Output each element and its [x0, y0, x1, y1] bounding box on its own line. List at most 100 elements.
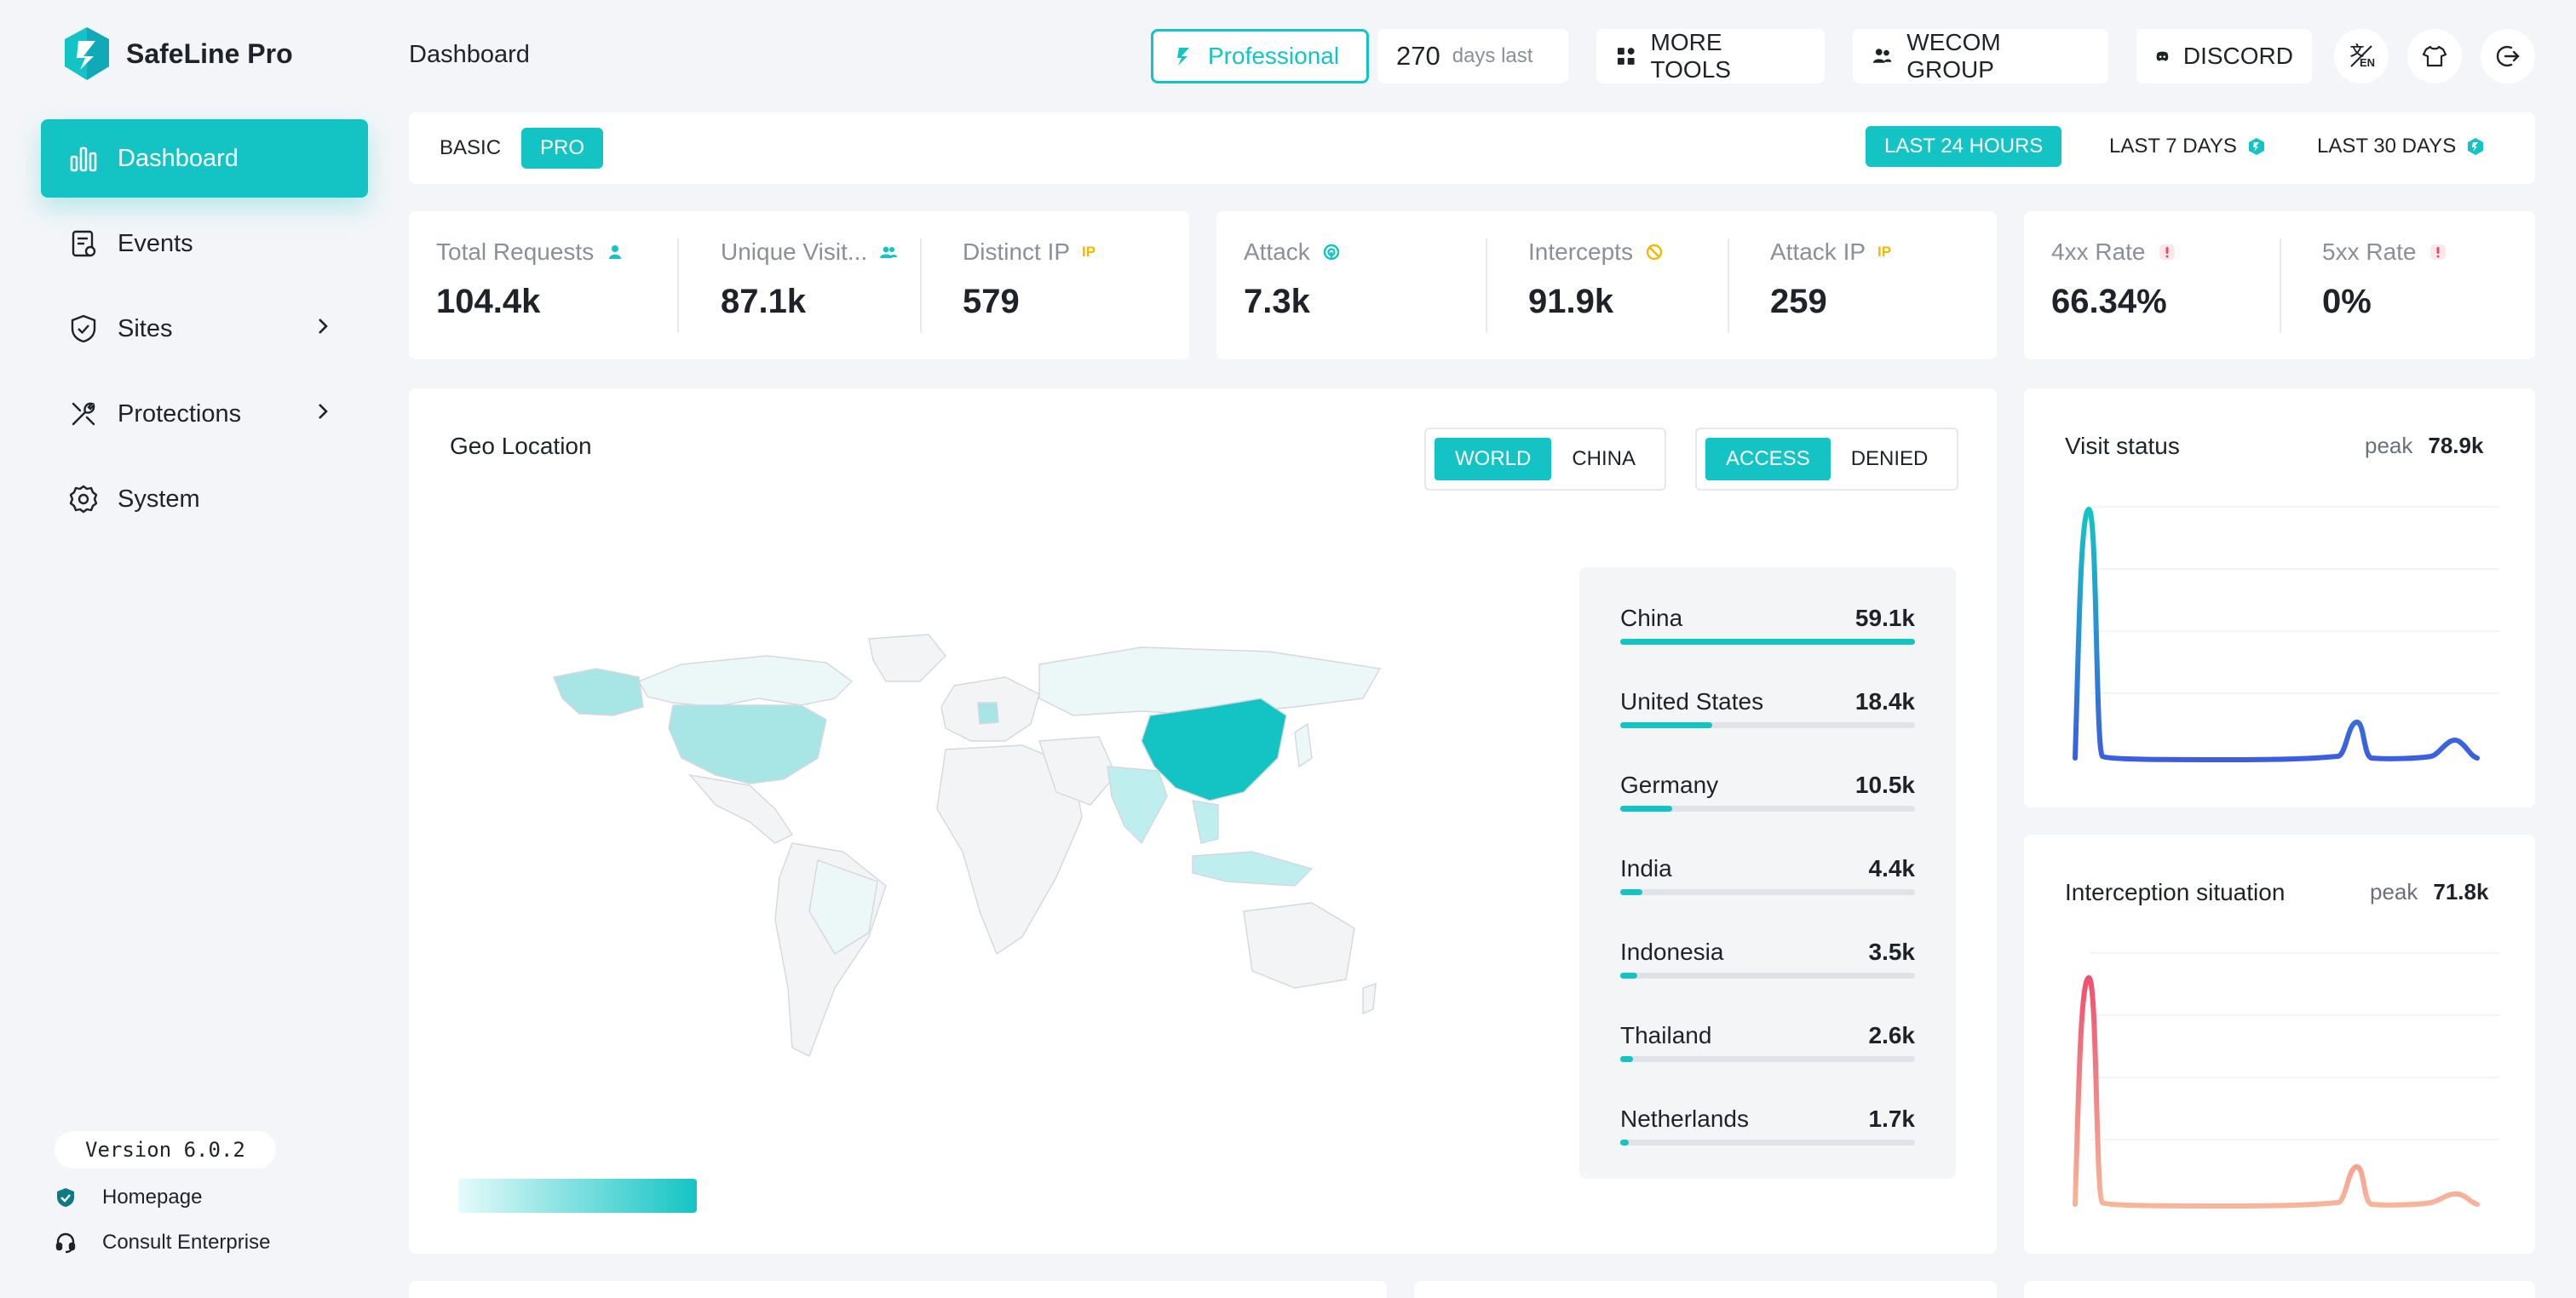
homepage-link[interactable]: Homepage: [55, 1186, 202, 1209]
mode-pro-button[interactable]: PRO: [521, 128, 604, 169]
sidebar: SafeLine Pro Dashboard Events: [0, 0, 392, 1298]
map-thailand: [1192, 800, 1219, 844]
world-map[interactable]: [545, 630, 1389, 1073]
bottom-card-left: [409, 1281, 1387, 1298]
sidebar-item-label: Protections: [118, 399, 242, 428]
app-logo[interactable]: SafeLine Pro: [61, 26, 293, 82]
ranking-country: Netherlands: [1620, 1106, 1749, 1132]
ranking-bar-track: [1620, 1140, 1915, 1146]
map-alaska: [553, 668, 644, 716]
map-greenland: [868, 634, 946, 682]
mode-basic-button[interactable]: BASIC: [440, 136, 502, 159]
bolt-icon: [1177, 48, 1189, 66]
attack-stats-card: [1216, 211, 1997, 359]
logout-icon: [2496, 45, 2520, 67]
bottom-card-right: [2024, 1281, 2535, 1298]
range-24h-button[interactable]: LAST 24 HOURS: [1866, 126, 2062, 167]
stat-value: 7.3k: [1244, 283, 1310, 320]
interception-peak: peak 71.8k: [2370, 879, 2488, 905]
stat-unique-visitors[interactable]: Unique Visit... 87.1k: [721, 238, 898, 321]
map-russia: [1038, 646, 1382, 716]
visit-status-title: Visit status: [2065, 433, 2180, 459]
stat-label: Intercepts: [1528, 238, 1633, 265]
divider: [1728, 238, 1729, 332]
bottom-card-middle: [1414, 1281, 1997, 1298]
users-icon: [1872, 49, 1892, 63]
shield-icon: [68, 313, 99, 344]
visit-status-chart[interactable]: [2065, 485, 2499, 775]
logout-button[interactable]: [2481, 29, 2535, 83]
alert-icon: [2429, 244, 2446, 260]
ip-tag-icon: IP: [1082, 244, 1096, 260]
interception-card: [2024, 835, 2535, 1254]
sidebar-item-label: Sites: [118, 314, 173, 342]
stat-value: 259: [1770, 283, 1827, 320]
stat-label: 5xx Rate: [2322, 238, 2417, 265]
sidebar-item-label: System: [118, 485, 200, 513]
scope-world-button[interactable]: WORLD: [1435, 438, 1552, 480]
sidebar-item-events[interactable]: Events: [41, 204, 368, 283]
sidebar-item-sites[interactable]: Sites: [41, 290, 368, 368]
stat-4xx-rate[interactable]: 4xx Rate 66.34%: [2051, 238, 2176, 321]
type-access-button[interactable]: ACCESS: [1705, 438, 1831, 480]
stat-label: Attack IP: [1770, 238, 1866, 265]
ranking-bar-fill: [1620, 639, 1915, 645]
map-japan: [1294, 722, 1313, 768]
stat-value: 579: [963, 283, 1020, 320]
license-badge[interactable]: Professional: [1151, 29, 1369, 83]
days-remaining: 270 days last: [1377, 29, 1568, 83]
sidebar-item-dashboard[interactable]: Dashboard: [41, 119, 368, 198]
map-australia: [1243, 902, 1355, 989]
page-title: Dashboard: [409, 41, 530, 68]
language-button[interactable]: 文 EN: [2334, 29, 2389, 83]
stat-attack-ip[interactable]: Attack IP IP 259: [1770, 238, 1891, 321]
stat-distinct-ip[interactable]: Distinct IP IP 579: [963, 238, 1095, 321]
ranking-bar-track: [1620, 639, 1915, 645]
user-icon: [609, 245, 622, 259]
peak-value: 78.9k: [2428, 433, 2484, 458]
map-middle-east: [1038, 736, 1117, 806]
consult-enterprise-link[interactable]: Consult Enterprise: [55, 1231, 270, 1255]
ip-tag-icon: IP: [1877, 244, 1892, 260]
pro-badge-icon: [2248, 138, 2264, 155]
stat-value: 104.4k: [436, 283, 541, 320]
sidebar-item-label: Dashboard: [118, 144, 239, 172]
theme-button[interactable]: [2407, 29, 2462, 83]
app-name: SafeLine Pro: [126, 37, 293, 69]
version-badge: Version 6.0.2: [55, 1131, 276, 1169]
homepage-label: Homepage: [102, 1186, 203, 1209]
ranking-value: 2.6k: [1868, 1022, 1916, 1048]
stat-attack[interactable]: Attack 7.3k: [1244, 238, 1341, 321]
discord-icon: [2156, 51, 2169, 61]
map-india: [1107, 766, 1168, 845]
range-7d-button[interactable]: LAST 7 DAYS: [2090, 126, 2285, 167]
ranking-country: Germany: [1620, 772, 1719, 798]
consult-enterprise-label: Consult Enterprise: [102, 1231, 271, 1254]
discord-button[interactable]: DISCORD: [2136, 29, 2312, 83]
stat-5xx-rate[interactable]: 5xx Rate 0%: [2322, 238, 2447, 321]
more-tools-button[interactable]: MORE TOOLS: [1596, 29, 1825, 83]
interception-chart[interactable]: [2065, 932, 2499, 1221]
stat-total-requests[interactable]: Total Requests 104.4k: [436, 238, 624, 321]
sidebar-item-protections[interactable]: Protections: [41, 375, 368, 453]
chevron-right-icon: [319, 404, 328, 419]
divider: [1486, 238, 1487, 332]
range-30d-button[interactable]: LAST 30 DAYS: [2298, 126, 2504, 167]
sidebar-item-system[interactable]: System: [41, 460, 368, 538]
stat-intercepts[interactable]: Intercepts 91.9k: [1528, 238, 1664, 321]
wecom-group-button[interactable]: WECOM GROUP: [1853, 29, 2108, 83]
ranking-country: Thailand: [1620, 1022, 1712, 1048]
ranking-value: 59.1k: [1854, 605, 1915, 631]
ranking-bar-track: [1620, 973, 1915, 979]
license-label: Professional: [1208, 43, 1340, 69]
svg-text:文: 文: [2350, 43, 2365, 59]
divider: [677, 238, 679, 332]
scope-china-button[interactable]: CHINA: [1572, 447, 1636, 470]
ranking-bar-track: [1620, 889, 1915, 895]
type-denied-button[interactable]: DENIED: [1850, 447, 1929, 470]
ranking-bar-fill: [1620, 1140, 1629, 1146]
days-value: 270: [1396, 41, 1440, 71]
ranking-value: 3.5k: [1868, 939, 1916, 965]
sidebar-nav: Dashboard Events Sites: [41, 119, 368, 545]
ranking-value: 4.4k: [1868, 855, 1916, 882]
